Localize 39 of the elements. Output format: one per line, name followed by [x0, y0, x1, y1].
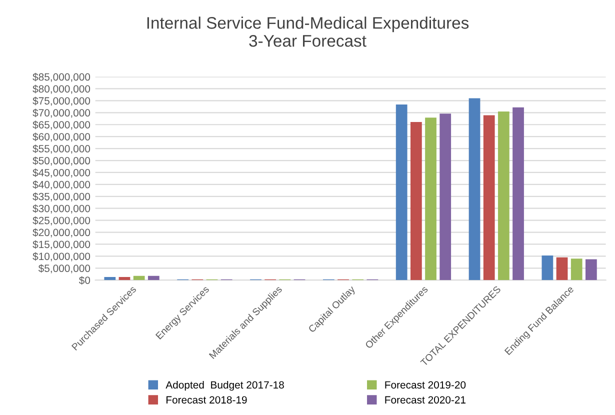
y-tick-label: $10,000,000 — [32, 252, 90, 262]
legend-label: Forecast 2019-20 — [385, 381, 466, 389]
bar — [148, 276, 160, 280]
bar — [425, 118, 436, 280]
y-tick-label: $50,000,000 — [32, 156, 90, 166]
bar — [468, 98, 480, 280]
y-tick-label: $5,000,000 — [38, 264, 90, 274]
y-tick-label: $35,000,000 — [32, 192, 90, 202]
legend-label: Adopted Budget 2017-18 — [166, 380, 284, 391]
bar — [104, 277, 116, 280]
bar — [498, 111, 510, 280]
y-tick-label: $20,000,000 — [32, 228, 90, 238]
bar — [586, 259, 597, 280]
y-tick-label: $60,000,000 — [32, 132, 90, 142]
y-tick-label: $80,000,000 — [32, 84, 90, 94]
chart-title: Internal Service Fund-Medical Expenditures 3-Year Forecast — [147, 16, 469, 47]
y-tick-label: $75,000,000 — [32, 96, 90, 106]
y-tick-label: $65,000,000 — [32, 120, 90, 130]
y-tick-label: $25,000,000 — [32, 216, 90, 226]
y-tick-label: $15,000,000 — [32, 240, 90, 250]
legend-label: Forecast 2018-19 — [166, 396, 247, 404]
legend-label: Forecast 2020-21 — [385, 396, 466, 404]
bar — [410, 122, 422, 280]
y-tick-label: $30,000,000 — [32, 204, 90, 214]
bar — [133, 276, 145, 280]
y-tick-label: $85,000,000 — [32, 72, 90, 82]
y-tick-label: $0 — [78, 276, 90, 285]
bar — [118, 277, 130, 280]
y-tick-label: $40,000,000 — [32, 180, 90, 190]
bar — [512, 107, 524, 280]
y-tick-label: $45,000,000 — [32, 168, 90, 178]
bar — [483, 115, 495, 280]
bar — [440, 114, 452, 280]
y-tick-label: $55,000,000 — [32, 144, 90, 154]
bar — [396, 104, 408, 280]
bar — [570, 258, 582, 280]
bar — [556, 257, 568, 280]
bar — [542, 255, 554, 280]
y-tick-label: $70,000,000 — [32, 108, 90, 118]
